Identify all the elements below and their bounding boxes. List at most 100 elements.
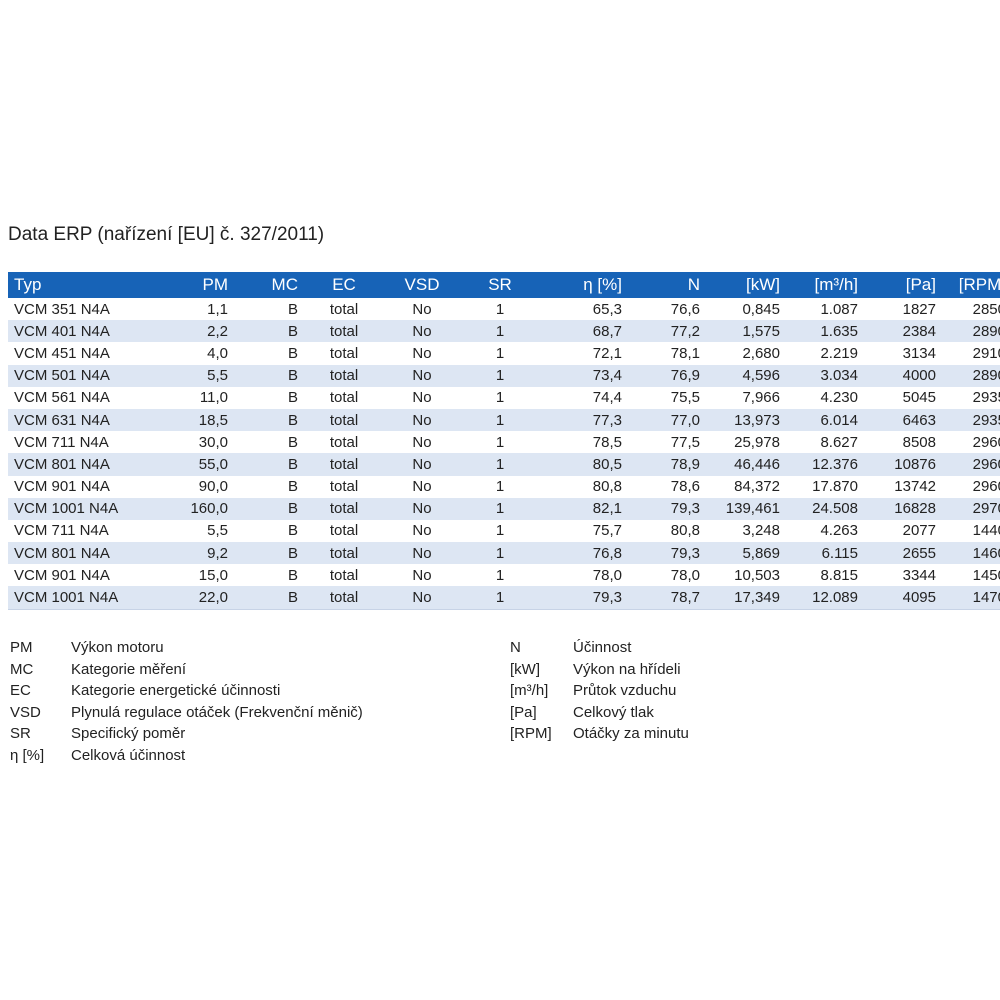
cell-pm: 90,0 [134,475,234,498]
cell-kw: 139,461 [706,497,786,520]
legend-abbreviation: VSD [10,703,41,721]
cell-vsd: No [384,364,460,387]
legend-abbreviation: [kW] [510,660,540,678]
cell-m3h: 8.815 [786,564,864,587]
cell-mc: B [234,542,304,565]
cell-ec: total [304,298,384,321]
legend-description: Průtok vzduchu [573,682,677,700]
cell-mc: B [234,519,304,543]
cell-n: 79,3 [628,542,706,565]
cell-n: 77,0 [628,408,706,432]
legend-abbreviation: PM [10,639,33,657]
column-header-mc: MC [234,272,304,298]
cell-vsd: No [384,542,460,565]
legend-description: Kategorie energetické účinnosti [71,682,281,700]
cell-vsd: No [384,497,460,520]
cell-pa: 8508 [864,431,942,454]
cell-n: 77,5 [628,431,706,454]
cell-kw: 84,372 [706,475,786,498]
column-header-pa: [Pa] [864,272,942,298]
cell-ec: total [304,364,384,387]
legend-description: Celkový tlak [573,703,654,721]
cell-n: 78,0 [628,564,706,587]
cell-typ: VCM 711 N4A [8,519,134,543]
legend-description: Specifický poměr [71,725,186,743]
legend-abbreviation: EC [10,682,31,700]
cell-pa: 2077 [864,519,942,543]
cell-eta: 75,7 [540,519,628,543]
column-header-vsd: VSD [384,272,460,298]
cell-pa: 3344 [864,564,942,587]
cell-vsd: No [384,431,460,454]
cell-sr: 1 [460,586,540,610]
cell-rpm: 2935 [942,386,1000,409]
erp-data-table: Typ PM MC EC VSD SR η [%] N [kW] [m³/h] … [8,272,1000,610]
cell-mc: B [234,408,304,432]
cell-kw: 2,680 [706,342,786,365]
cell-vsd: No [384,320,460,343]
cell-vsd: No [384,453,460,476]
cell-n: 78,7 [628,586,706,610]
cell-rpm: 1470 [942,586,1000,610]
cell-kw: 13,973 [706,408,786,432]
cell-mc: B [234,431,304,454]
cell-sr: 1 [460,320,540,343]
cell-n: 76,9 [628,364,706,387]
cell-ec: total [304,519,384,543]
page-title: Data ERP (nařízení [EU] č. 327/2011) [8,224,325,245]
cell-n: 78,1 [628,342,706,365]
cell-rpm: 2910 [942,342,1000,365]
cell-mc: B [234,475,304,498]
cell-n: 78,6 [628,475,706,498]
cell-eta: 82,1 [540,497,628,520]
legend-description: Výkon motoru [71,639,164,657]
cell-rpm: 2970 [942,497,1000,520]
cell-rpm: 2850 [942,298,1000,321]
cell-ec: total [304,342,384,365]
cell-eta: 72,1 [540,342,628,365]
cell-mc: B [234,497,304,520]
cell-eta: 76,8 [540,542,628,565]
cell-n: 77,2 [628,320,706,343]
cell-m3h: 6.014 [786,408,864,432]
cell-pa: 4095 [864,586,942,610]
cell-kw: 25,978 [706,431,786,454]
cell-pm: 11,0 [134,386,234,409]
legend-item: η [%] Celková účinnost [10,745,363,767]
cell-mc: B [234,564,304,587]
legend-abbreviation: η [%] [10,746,45,764]
cell-sr: 1 [460,364,540,387]
cell-pm: 160,0 [134,497,234,520]
legend-description: Účinnost [573,639,632,657]
cell-typ: VCM 561 N4A [8,386,134,409]
cell-m3h: 4.230 [786,386,864,409]
cell-ec: total [304,564,384,587]
cell-typ: VCM 711 N4A [8,431,134,454]
legend-item: MC Kategorie měření [10,659,363,681]
cell-eta: 78,0 [540,564,628,587]
column-header-n: N [628,272,706,298]
legend-description: Celková účinnost [71,746,186,764]
table-header-row: Typ PM MC EC VSD SR η [%] N [kW] [m³/h] … [8,272,1000,298]
legend-abbreviation: N [510,639,521,657]
cell-eta: 65,3 [540,298,628,321]
cell-kw: 3,248 [706,519,786,543]
cell-typ: VCM 901 N4A [8,564,134,587]
cell-pm: 5,5 [134,519,234,543]
cell-ec: total [304,453,384,476]
column-header-eta: η [%] [540,272,628,298]
column-header-m3h: [m³/h] [786,272,864,298]
cell-sr: 1 [460,519,540,543]
cell-eta: 80,5 [540,453,628,476]
cell-m3h: 2.219 [786,342,864,365]
cell-sr: 1 [460,298,540,321]
cell-typ: VCM 451 N4A [8,342,134,365]
